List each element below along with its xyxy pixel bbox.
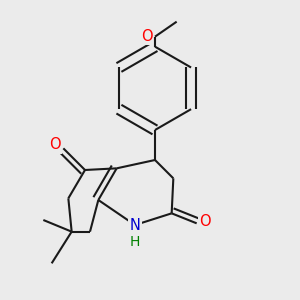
Text: O: O xyxy=(141,29,152,44)
Text: O: O xyxy=(49,137,61,152)
Text: N: N xyxy=(130,218,140,232)
Text: H: H xyxy=(130,235,140,249)
Text: O: O xyxy=(199,214,211,229)
